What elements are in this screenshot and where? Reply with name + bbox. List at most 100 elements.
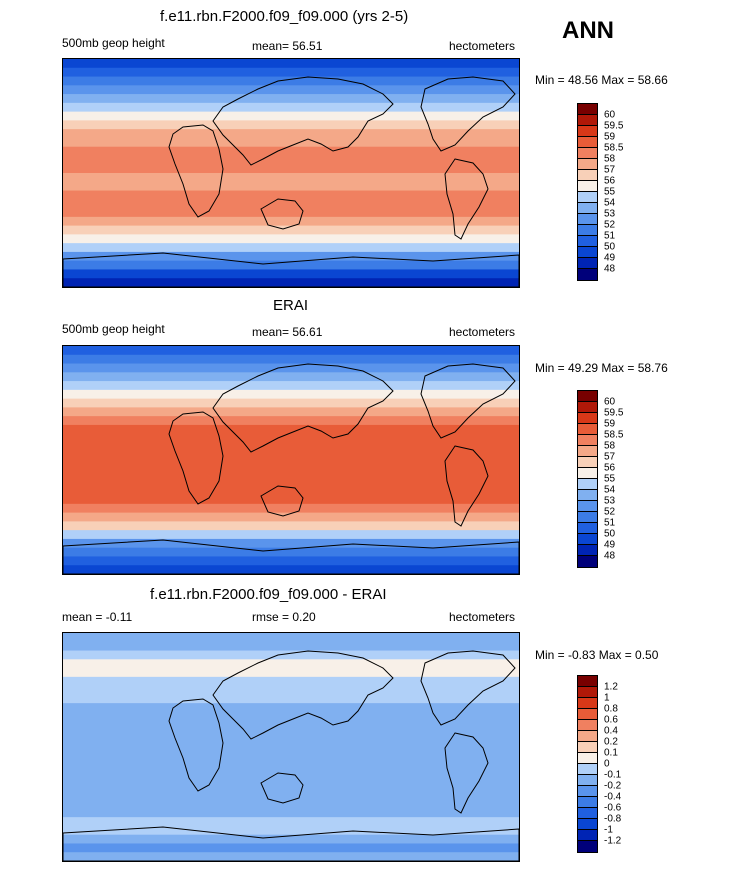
- coastline: [63, 539, 519, 574]
- colorbar-tick-label: -1: [604, 824, 613, 836]
- colorbar-swatch: [578, 170, 597, 181]
- colorbar-swatch: [578, 786, 597, 797]
- coastline: [168, 124, 224, 218]
- contour-band: [63, 843, 519, 853]
- colorbar-tick-label: 53: [604, 495, 616, 507]
- contour-band: [63, 424, 519, 435]
- colorbar-swatch: [578, 534, 597, 545]
- panel3-title: f.e11.rbn.F2000.f09_f09.000 - ERAI: [150, 586, 387, 603]
- colorbar-swatch: [578, 192, 597, 203]
- contour-band: [63, 76, 519, 86]
- panel2-colorbar: [577, 390, 598, 568]
- colorbar-tick-label: 54: [604, 197, 616, 209]
- colorbar-swatch: [578, 764, 597, 775]
- colorbar-swatch: [578, 181, 597, 192]
- panel2-map: [62, 345, 520, 575]
- colorbar-swatch: [578, 479, 597, 490]
- colorbar-tick-label: 49: [604, 539, 616, 551]
- contour-band: [63, 199, 519, 209]
- colorbar-swatch: [578, 731, 597, 742]
- contour-band: [63, 685, 519, 695]
- contour-band: [63, 477, 519, 487]
- panel1-map: [62, 58, 520, 288]
- coastline: [168, 411, 224, 505]
- colorbar-tick-label: 60: [604, 109, 616, 121]
- colorbar-swatch: [578, 446, 597, 457]
- coastline: [212, 363, 394, 453]
- colorbar-swatch: [578, 435, 597, 446]
- colorbar-tick-label: 56: [604, 462, 616, 474]
- contour-band: [63, 94, 519, 104]
- contour-band: [63, 817, 519, 827]
- panel2-title: ERAI: [273, 297, 309, 314]
- colorbar-tick-label: -0.2: [604, 780, 622, 792]
- coastline: [444, 158, 489, 240]
- colorbar-swatch: [578, 841, 597, 852]
- contour-band: [63, 547, 519, 558]
- season-label: ANN: [562, 17, 614, 44]
- contour-band: [63, 512, 519, 522]
- colorbar-swatch: [578, 501, 597, 512]
- contour-band: [63, 668, 519, 678]
- colorbar-swatch: [578, 545, 597, 556]
- colorbar-tick-label: 1: [604, 692, 610, 704]
- coastline: [168, 698, 224, 792]
- panel3-units-label: hectometers: [449, 610, 516, 624]
- panel1-colorbar: [577, 103, 598, 281]
- contour-band: [63, 363, 519, 373]
- colorbar-tick-label: 57: [604, 164, 616, 176]
- colorbar-swatch: [578, 468, 597, 479]
- contour-band: [63, 825, 519, 836]
- contour-band: [63, 120, 519, 130]
- colorbar-swatch: [578, 104, 597, 115]
- colorbar-tick-label: 56: [604, 175, 616, 187]
- contour-band: [63, 442, 519, 452]
- contour-band: [63, 633, 519, 643]
- colorbar-tick-label: 0.8: [604, 703, 618, 715]
- colorbar-tick-label: 50: [604, 241, 616, 253]
- contour-band: [63, 346, 519, 356]
- panel1-mean-label: mean= 56.51: [252, 39, 323, 53]
- contour-band: [63, 650, 519, 660]
- contour-band: [63, 764, 519, 774]
- colorbar-tick-label: 55: [604, 186, 616, 198]
- contour-band: [63, 381, 519, 391]
- colorbar-swatch: [578, 159, 597, 170]
- contour-band: [63, 659, 519, 669]
- contour-band: [63, 243, 519, 253]
- colorbar-tick-label: 59: [604, 418, 616, 430]
- panel1-units-label: hectometers: [449, 39, 516, 53]
- contour-band: [63, 164, 519, 174]
- contour-band: [63, 556, 519, 566]
- colorbar-tick-label: 59.5: [604, 407, 624, 419]
- colorbar-tick-label: 50: [604, 528, 616, 540]
- colorbar-swatch: [578, 797, 597, 808]
- contour-band: [63, 155, 519, 165]
- colorbar-tick-label: 59: [604, 131, 616, 143]
- contour-band: [63, 234, 519, 244]
- colorbar-swatch: [578, 742, 597, 753]
- colorbar-tick-label: -1.2: [604, 835, 622, 847]
- contour-band: [63, 146, 519, 157]
- colorbar-swatch: [578, 698, 597, 709]
- contour-band: [63, 389, 519, 400]
- colorbar-tick-label: 57: [604, 451, 616, 463]
- contour-band: [63, 129, 519, 139]
- contour-band: [63, 216, 519, 227]
- coastline: [260, 198, 304, 230]
- colorbar-tick-label: 51: [604, 517, 616, 529]
- panel2-units-label: hectometers: [449, 325, 516, 339]
- coastline: [420, 363, 516, 439]
- colorbar-swatch: [578, 402, 597, 413]
- colorbar-swatch: [578, 830, 597, 841]
- colorbar-swatch: [578, 753, 597, 764]
- coastline: [444, 445, 489, 527]
- colorbar-swatch: [578, 490, 597, 501]
- contour-band: [63, 278, 519, 287]
- contour-band: [63, 102, 519, 113]
- colorbar-tick-label: 58: [604, 153, 616, 165]
- contour-band: [63, 111, 519, 121]
- contour-band: [63, 433, 519, 444]
- colorbar-tick-label: 0.2: [604, 736, 618, 748]
- contour-band: [63, 495, 519, 505]
